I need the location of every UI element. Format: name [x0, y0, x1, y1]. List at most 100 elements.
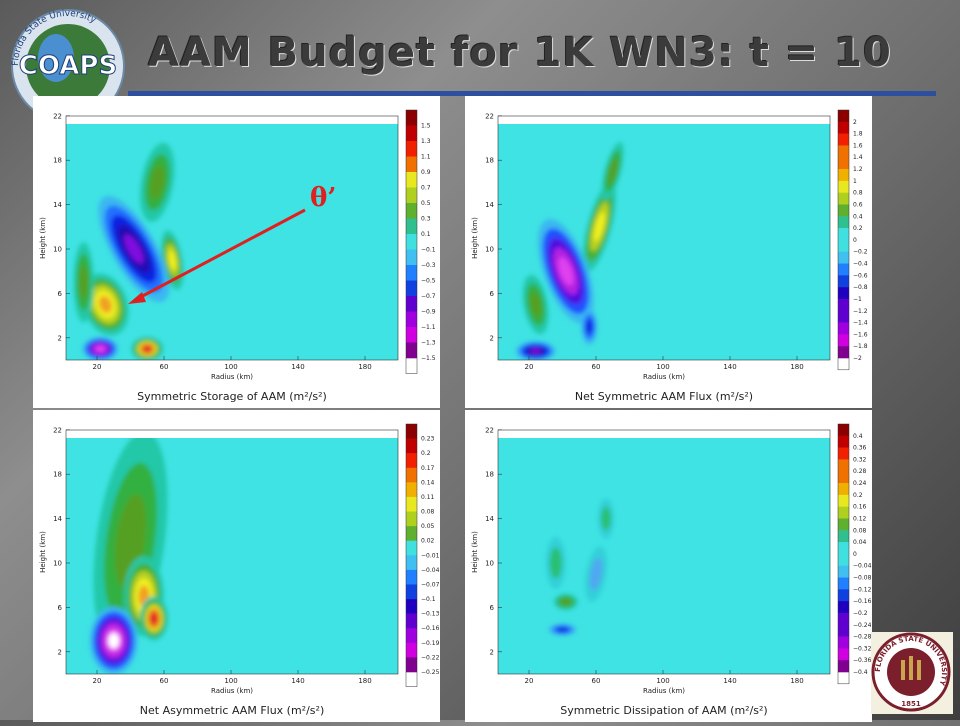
- colorbar-swatch: [838, 121, 849, 134]
- y-tick-label: 10: [485, 560, 494, 568]
- y-axis-label: Height (km): [471, 531, 479, 573]
- plot-frame: [497, 115, 831, 361]
- x-tick-label: 180: [358, 677, 371, 685]
- contour-shade: [149, 165, 165, 200]
- colorbar-swatch: [406, 555, 417, 571]
- x-tick-label: 140: [291, 677, 304, 685]
- x-tick-label: 60: [160, 363, 169, 371]
- colorbar-swatch: [838, 518, 849, 531]
- colorbar-swatch: [838, 660, 849, 673]
- annotation: θ’: [310, 183, 336, 213]
- colorbar-swatch: [406, 496, 417, 512]
- x-tick-label: 20: [525, 677, 534, 685]
- colorbar-swatch: [406, 584, 417, 600]
- x-tick-label: 140: [723, 363, 736, 371]
- contour-shade: [549, 547, 562, 579]
- colorbar-label: 0.14: [421, 479, 435, 486]
- y-tick-label: 18: [53, 471, 62, 479]
- colorbar-swatch: [838, 145, 849, 158]
- x-tick-label: 20: [93, 363, 102, 371]
- contour-shade: [560, 598, 571, 606]
- contour-shade: [142, 345, 152, 353]
- colorbar-label: −0.22: [421, 654, 440, 661]
- y-tick-label: 22: [53, 112, 62, 120]
- colorbar-label: −0.19: [421, 640, 440, 647]
- y-tick-label: 14: [53, 515, 62, 523]
- colorbar-swatch: [838, 565, 849, 578]
- caption: Net Asymmetric AAM Flux (m²/s²): [140, 704, 324, 717]
- colorbar-label: −0.16: [853, 598, 872, 605]
- colorbar-label: −0.4: [853, 261, 868, 268]
- colorbar-label: 0.4: [853, 213, 863, 220]
- colorbar-label: −2: [853, 355, 862, 362]
- colorbar-swatch: [838, 612, 849, 626]
- colorbar-label: 0.3: [421, 216, 431, 223]
- fsu-seal: FLORIDA STATE UNIVERSITY 1851: [871, 632, 953, 714]
- colorbar-swatch: [838, 346, 849, 359]
- colorbar-swatch: [838, 204, 849, 217]
- colorbar-swatch: [406, 569, 417, 585]
- colorbar-swatch: [838, 228, 849, 241]
- colorbar-swatch: [838, 577, 849, 590]
- colorbar-label: −0.1: [421, 247, 436, 254]
- contour-shade: [79, 265, 88, 300]
- y-axis-label: Height (km): [471, 217, 479, 259]
- x-tick-label: 140: [723, 677, 736, 685]
- colorbar-label: 0.4: [853, 433, 863, 440]
- top-band: [66, 116, 398, 124]
- colorbar-label: −0.12: [853, 586, 872, 593]
- colorbar-swatch: [838, 263, 849, 276]
- y-tick-label: 6: [490, 290, 495, 298]
- colorbar-swatch: [406, 203, 417, 219]
- y-axis-label: Height (km): [39, 217, 47, 259]
- x-tick-label: 100: [224, 677, 237, 685]
- colorbar-label: −0.3: [421, 262, 436, 269]
- colorbar-swatch: [406, 453, 417, 469]
- colorbar-swatch: [406, 141, 417, 157]
- plot-panel: 22 18 14 10 6 2 20 60 100 140 180 Height (km) Radius…: [33, 96, 440, 408]
- colorbar-label: −0.24: [853, 622, 872, 629]
- contours: [73, 142, 184, 360]
- contour-shade: [168, 250, 177, 270]
- colorbar-label: −0.01: [421, 552, 440, 559]
- colorbar-label: −0.7: [421, 293, 436, 300]
- colorbar-swatch: [406, 218, 417, 235]
- colorbar-swatch: [406, 156, 417, 173]
- y-tick-label: 18: [53, 157, 62, 165]
- colorbar-swatch: [406, 657, 417, 673]
- y-tick-label: 6: [58, 290, 63, 298]
- colorbar-label: 0.2: [853, 492, 863, 499]
- colorbar-swatch: [838, 239, 849, 253]
- contour-shade: [530, 291, 542, 318]
- colorbar-label: −1.5: [421, 355, 436, 362]
- colorbar-swatch: [406, 110, 417, 126]
- y-tick-label: 6: [490, 604, 495, 612]
- colorbar-swatch: [838, 542, 849, 555]
- colorbar-swatch: [838, 435, 849, 448]
- contours: [545, 498, 615, 636]
- colorbar-label: 0.5: [421, 200, 431, 207]
- colorbar-swatch: [838, 157, 849, 170]
- plot-frame: [65, 115, 399, 361]
- colorbar-swatch: [838, 310, 849, 323]
- colorbar-label: −0.6: [853, 272, 868, 279]
- colorbar-label: 0.28: [853, 468, 867, 475]
- contours: [89, 438, 168, 674]
- x-axis-label: Radius (km): [643, 373, 685, 381]
- colorbar-swatch: [406, 311, 417, 328]
- colorbar-label: −0.07: [421, 581, 440, 588]
- colorbar-swatch: [406, 628, 417, 644]
- colorbar-label: −0.1: [421, 596, 436, 603]
- colorbar-swatch: [406, 613, 417, 629]
- colorbar-swatch: [406, 234, 417, 250]
- y-tick-label: 18: [485, 157, 494, 165]
- x-tick-label: 180: [358, 363, 371, 371]
- y-tick-label: 2: [490, 334, 494, 342]
- plot: 22 18 14 10 6 2 20 60 100 140 180 Height (km) Radius…: [471, 423, 872, 717]
- colorbar-label: −0.04: [853, 563, 872, 570]
- colorbar-label: −1.2: [853, 308, 868, 315]
- contour-shade: [150, 612, 158, 625]
- colorbar-label: 0.32: [853, 456, 867, 463]
- colorbar-label: −0.28: [853, 634, 872, 641]
- colorbar-label: 0.9: [421, 169, 431, 176]
